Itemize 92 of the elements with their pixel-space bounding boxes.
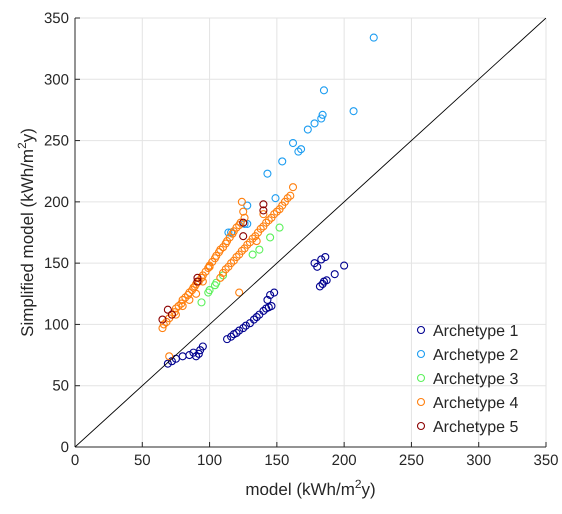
point bbox=[266, 233, 274, 242]
point bbox=[322, 276, 331, 284]
point bbox=[263, 296, 272, 304]
point bbox=[246, 319, 254, 328]
point bbox=[185, 351, 194, 360]
x-axis-title: model (kWh/m$^{2}$y) bbox=[245, 477, 376, 499]
point bbox=[288, 138, 298, 148]
point bbox=[259, 206, 268, 214]
point bbox=[197, 298, 206, 306]
y-tick-label: 250 bbox=[44, 132, 69, 150]
point bbox=[178, 352, 187, 360]
legend-label: Archetype 2 bbox=[433, 347, 518, 364]
point bbox=[235, 326, 244, 335]
point bbox=[252, 313, 261, 322]
point bbox=[259, 306, 268, 315]
point bbox=[223, 335, 232, 344]
point bbox=[270, 288, 278, 297]
x-tick-label: 150 bbox=[264, 452, 290, 469]
y-tick-label: 0 bbox=[60, 439, 69, 456]
point bbox=[194, 350, 203, 358]
point bbox=[330, 270, 339, 278]
y-tick-label: 150 bbox=[44, 255, 69, 272]
point bbox=[276, 224, 284, 232]
point bbox=[242, 322, 250, 330]
point bbox=[189, 348, 198, 357]
y-tick-label: 50 bbox=[52, 378, 69, 395]
point bbox=[210, 281, 220, 290]
point bbox=[198, 342, 207, 351]
point bbox=[310, 119, 319, 128]
point bbox=[318, 280, 327, 288]
point bbox=[320, 86, 328, 94]
point bbox=[263, 170, 272, 178]
point bbox=[172, 354, 180, 363]
point bbox=[278, 157, 286, 166]
point bbox=[230, 330, 238, 338]
point bbox=[370, 34, 378, 42]
point bbox=[259, 200, 268, 208]
point bbox=[294, 148, 302, 156]
point bbox=[255, 310, 264, 319]
x-tick-label: 350 bbox=[533, 452, 559, 469]
y-tick-label: 350 bbox=[44, 10, 69, 27]
point bbox=[239, 324, 248, 332]
legend-label: Archetype 1 bbox=[433, 323, 518, 340]
point bbox=[266, 290, 274, 300]
y-tick-label: 100 bbox=[44, 316, 69, 334]
y-tick-label: 200 bbox=[44, 194, 69, 211]
point bbox=[318, 110, 327, 119]
point bbox=[248, 250, 257, 259]
point bbox=[321, 252, 330, 262]
point bbox=[212, 278, 220, 287]
x-tick-label: 200 bbox=[332, 452, 357, 469]
point bbox=[340, 262, 348, 270]
point bbox=[317, 255, 326, 264]
point bbox=[218, 271, 228, 280]
x-tick-label: 100 bbox=[197, 452, 222, 469]
point bbox=[304, 125, 312, 134]
x-tick-label: 300 bbox=[466, 452, 492, 469]
point bbox=[164, 360, 172, 368]
point bbox=[316, 282, 324, 290]
legend-label: Archetype 3 bbox=[433, 371, 518, 388]
point bbox=[317, 114, 326, 123]
point bbox=[192, 352, 200, 360]
legend-label: Archetype 4 bbox=[433, 395, 518, 412]
legend-label: Archetype 5 bbox=[433, 419, 518, 436]
point bbox=[239, 232, 248, 240]
point bbox=[232, 328, 241, 338]
point bbox=[313, 262, 322, 271]
point bbox=[206, 286, 214, 294]
point bbox=[255, 246, 264, 254]
x-tick-label: 0 bbox=[70, 452, 80, 469]
point bbox=[196, 346, 204, 354]
point bbox=[267, 302, 276, 310]
point bbox=[250, 315, 258, 324]
point bbox=[243, 220, 252, 228]
point bbox=[350, 107, 358, 116]
point bbox=[227, 332, 236, 341]
point bbox=[168, 357, 176, 366]
point bbox=[224, 228, 232, 237]
point bbox=[204, 288, 212, 297]
point bbox=[164, 306, 172, 314]
y-tick-label: 300 bbox=[44, 71, 69, 88]
point bbox=[262, 304, 270, 313]
point bbox=[271, 194, 280, 202]
point bbox=[264, 303, 273, 312]
point bbox=[310, 259, 319, 268]
point bbox=[193, 274, 202, 282]
point bbox=[243, 201, 252, 210]
point bbox=[320, 277, 328, 286]
point bbox=[158, 315, 167, 324]
point bbox=[297, 145, 306, 154]
x-tick-label: 250 bbox=[398, 452, 424, 469]
x-tick-label: 50 bbox=[134, 452, 151, 469]
